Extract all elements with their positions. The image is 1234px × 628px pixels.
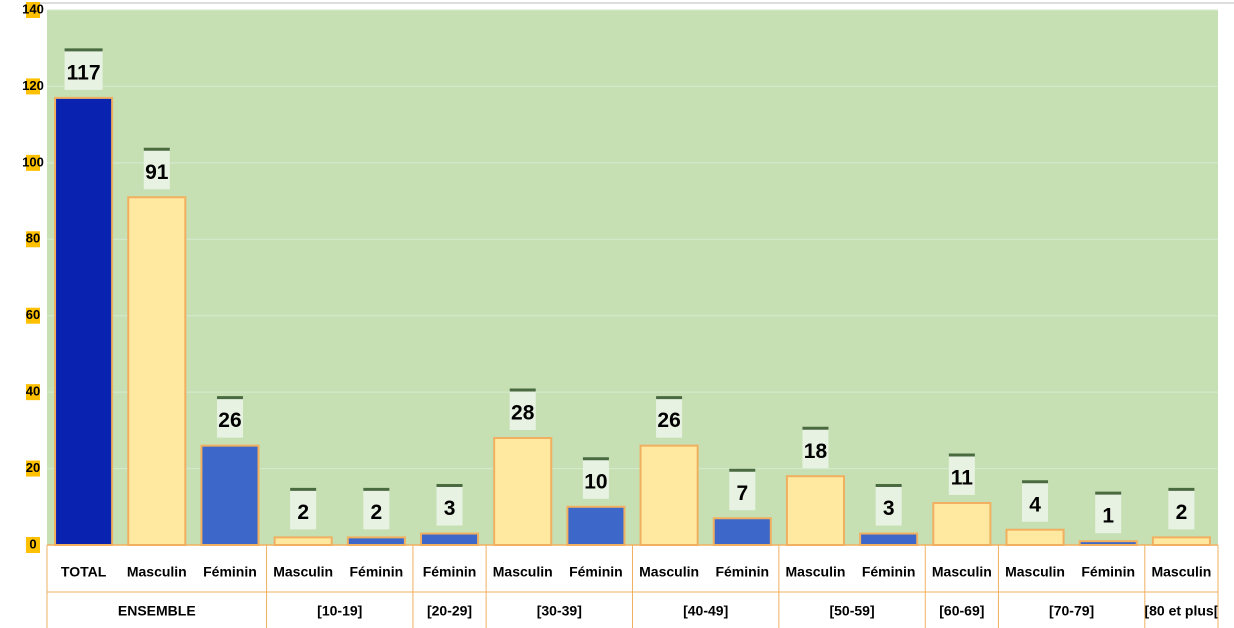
value-label-box bbox=[64, 49, 103, 90]
x-tick-label: Masculin bbox=[1151, 564, 1211, 580]
value-label: 1 bbox=[1102, 505, 1114, 528]
value-label: 11 bbox=[951, 467, 974, 490]
y-tick-label: 120 bbox=[22, 78, 44, 93]
bar bbox=[346, 536, 406, 546]
x-tick-label: TOTAL bbox=[61, 564, 107, 580]
x-tick-label: Féminin bbox=[862, 564, 916, 580]
bar bbox=[712, 517, 772, 546]
x-tick-label: Masculin bbox=[493, 564, 553, 580]
value-label-box bbox=[1095, 493, 1122, 534]
value-label-box bbox=[363, 489, 390, 530]
y-tick-label: 140 bbox=[22, 1, 44, 16]
bar bbox=[639, 444, 699, 546]
x-tick-label: Féminin bbox=[715, 564, 769, 580]
value-label: 2 bbox=[297, 501, 309, 524]
bar bbox=[54, 96, 114, 547]
value-label: 18 bbox=[804, 440, 828, 463]
bar bbox=[1151, 536, 1211, 546]
group-label: [30-39] bbox=[537, 603, 582, 619]
value-label: 2 bbox=[1176, 501, 1188, 524]
value-label: 4 bbox=[1029, 493, 1041, 516]
group-label: [10-19] bbox=[317, 603, 362, 619]
value-label: 3 bbox=[444, 497, 456, 520]
x-tick-label: Féminin bbox=[423, 564, 477, 580]
bar bbox=[859, 532, 919, 546]
value-label-box bbox=[509, 390, 536, 430]
x-tick-label: Masculin bbox=[1005, 564, 1065, 580]
value-label: 117 bbox=[67, 61, 101, 84]
value-label: 91 bbox=[145, 161, 169, 184]
group-label: ENSEMBLE bbox=[118, 603, 196, 619]
value-label: 10 bbox=[584, 470, 607, 493]
x-tick-label: Masculin bbox=[786, 564, 846, 580]
bar bbox=[419, 532, 480, 546]
y-tick-label: 0 bbox=[29, 536, 36, 551]
y-tick-box bbox=[26, 307, 40, 324]
y-tick-label: 100 bbox=[22, 154, 44, 169]
y-tick-box bbox=[26, 460, 40, 477]
group-label: [40-49] bbox=[683, 603, 728, 619]
value-label-box bbox=[143, 149, 170, 190]
x-tick-label: Féminin bbox=[350, 564, 404, 580]
bar bbox=[566, 505, 626, 546]
value-label: 7 bbox=[736, 482, 748, 505]
y-tick-box bbox=[26, 78, 40, 95]
group-label: [70-79] bbox=[1049, 603, 1094, 619]
x-tick-label: Masculin bbox=[639, 564, 699, 580]
value-label-box bbox=[290, 489, 317, 530]
y-tick-box bbox=[26, 384, 40, 401]
bar bbox=[493, 437, 553, 546]
bar bbox=[127, 196, 187, 546]
value-label-box bbox=[582, 458, 609, 499]
group-label: [60-69] bbox=[939, 603, 984, 619]
value-label: 26 bbox=[657, 409, 680, 432]
value-label-box bbox=[875, 485, 902, 526]
value-label-box bbox=[802, 428, 829, 469]
y-tick-box bbox=[26, 154, 40, 171]
value-label-box bbox=[216, 397, 243, 438]
value-label-box bbox=[1022, 481, 1049, 522]
value-label-box bbox=[436, 485, 463, 526]
y-tick-box bbox=[26, 2, 40, 18]
value-label-box bbox=[656, 397, 683, 438]
x-tick-label: Féminin bbox=[1081, 564, 1135, 580]
x-tick-label: Masculin bbox=[273, 564, 333, 580]
value-label: 3 bbox=[883, 497, 895, 520]
bar bbox=[932, 501, 992, 547]
value-label-box bbox=[1168, 489, 1195, 530]
group-label: [20-29] bbox=[427, 603, 472, 619]
group-label: [80 et plus[ bbox=[1144, 603, 1218, 619]
y-tick-label: 80 bbox=[26, 231, 40, 246]
x-tick-label: Masculin bbox=[127, 564, 187, 580]
y-tick-label: 20 bbox=[26, 460, 40, 475]
bar bbox=[785, 475, 846, 547]
x-tick-label: Féminin bbox=[203, 564, 257, 580]
y-tick-label: 40 bbox=[26, 384, 40, 399]
y-tick-label: 60 bbox=[26, 307, 40, 322]
value-label: 26 bbox=[218, 409, 241, 432]
value-label-box bbox=[729, 470, 756, 511]
y-tick-box bbox=[26, 231, 40, 248]
x-tick-label: Masculin bbox=[932, 564, 992, 580]
value-label: 28 bbox=[511, 402, 535, 425]
bar bbox=[200, 444, 260, 546]
bar bbox=[1005, 528, 1065, 547]
value-label: 2 bbox=[371, 501, 383, 524]
group-label: [50-59] bbox=[829, 603, 874, 619]
y-tick-box bbox=[26, 537, 40, 553]
bar bbox=[273, 536, 333, 546]
value-label-box bbox=[948, 454, 975, 495]
x-tick-label: Féminin bbox=[569, 564, 623, 580]
